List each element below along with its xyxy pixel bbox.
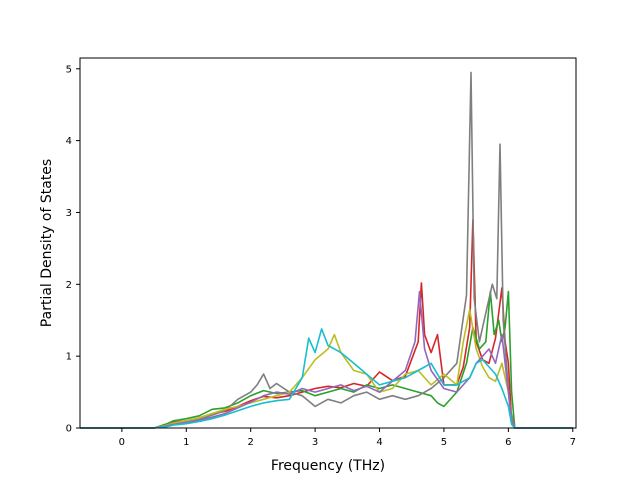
y-tick-label: 3 (66, 208, 72, 219)
series-line-5 (80, 290, 573, 429)
y-tick-label: 4 (66, 136, 72, 147)
y-tick-label: 1 (66, 352, 72, 363)
plot-frame (79, 57, 577, 429)
series-line-6 (80, 328, 573, 429)
x-axis-ticks: 0 1 2 3 4 5 6 7 (119, 428, 576, 448)
x-axis-label: Frequency (THz) (271, 458, 385, 474)
x-tick-label: 2 (248, 437, 254, 448)
x-tick-label: 7 (570, 437, 576, 448)
series-layer (80, 71, 573, 429)
series-line-4 (80, 308, 573, 429)
x-tick-label: 6 (505, 437, 511, 448)
y-tick-label: 0 (66, 424, 72, 435)
x-tick-label: 0 (119, 437, 125, 448)
y-tick-label: 5 (66, 64, 72, 75)
series-line-3 (80, 71, 573, 429)
y-tick-label: 2 (66, 280, 72, 291)
x-tick-label: 1 (183, 437, 189, 448)
y-axis-ticks: 0 1 2 3 4 5 (66, 64, 80, 435)
x-tick-label: 5 (441, 437, 447, 448)
x-tick-label: 4 (376, 437, 382, 448)
x-tick-label: 3 (312, 437, 318, 448)
y-axis-label: Partial Density of States (39, 159, 55, 327)
